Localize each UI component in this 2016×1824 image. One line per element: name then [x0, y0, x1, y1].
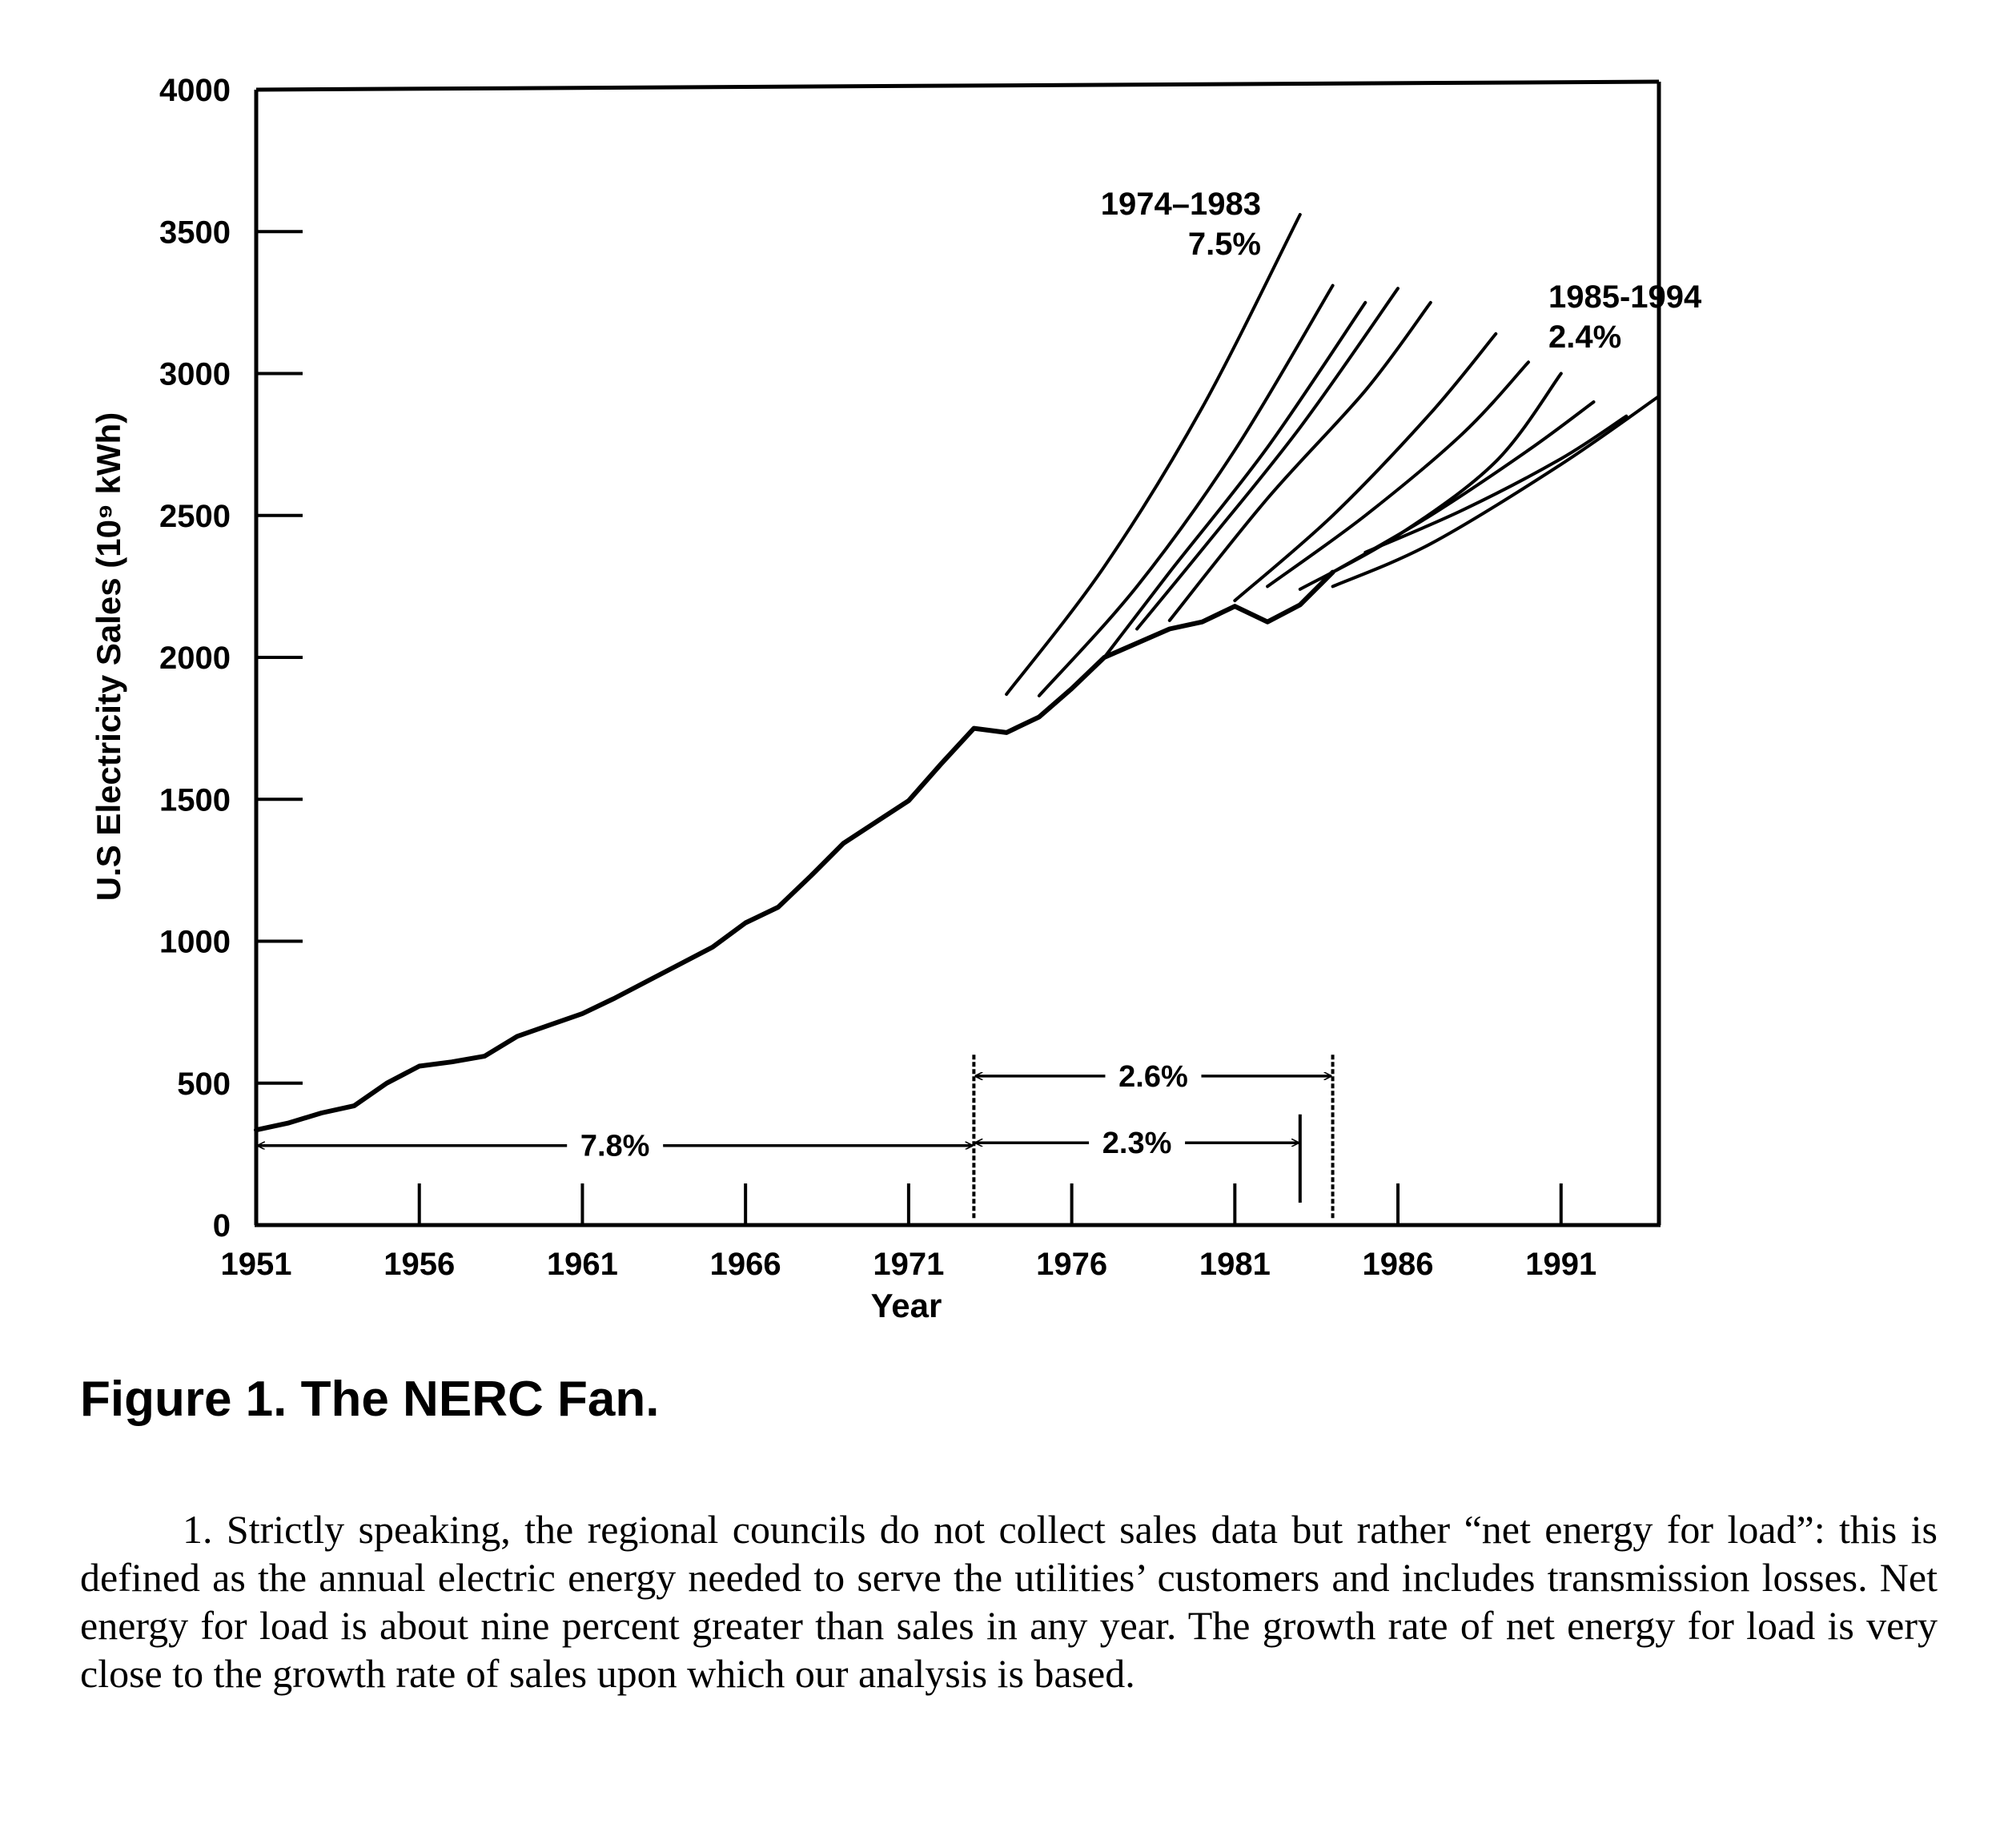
actual-series	[254, 569, 1335, 1133]
y-axis-title: U.S Electricity Sales (10⁹ kWh)	[90, 412, 127, 902]
x-tick-label: 1991	[1525, 1247, 1596, 1282]
forecast-line-3	[1102, 300, 1367, 659]
y-tick-label: 3000	[159, 357, 231, 392]
x-tick-label: 1956	[384, 1247, 455, 1282]
annotation-high-rate: 7.5%	[1188, 227, 1261, 262]
y-tick-label: 2000	[159, 641, 231, 676]
y-tick-label: 3500	[159, 215, 231, 250]
actual-sales-line	[254, 569, 1335, 1133]
x-axis-title: Year	[871, 1287, 942, 1324]
forecast-line-1	[1005, 213, 1302, 697]
rate-label: 2.3%	[1102, 1127, 1172, 1160]
rate-label: 2.6%	[1118, 1060, 1188, 1094]
forecast-lines	[1005, 213, 1661, 697]
x-tick-label: 1961	[547, 1247, 618, 1282]
annotation-low-years: 1985-1994	[1548, 279, 1702, 315]
figure-caption: Figure 1. The NERC Fan.	[80, 1372, 660, 1427]
forecast-line-6	[1233, 331, 1498, 603]
y-tick-label: 4000	[159, 73, 231, 108]
y-tick-label: 1500	[159, 782, 231, 818]
annotation-low-rate: 2.4%	[1548, 319, 1621, 355]
forecast-line-11	[1331, 394, 1661, 589]
forecast-line-2	[1037, 283, 1335, 697]
x-tick-label: 1976	[1036, 1247, 1107, 1282]
footnote: 1. Strictly speaking, the regional counc…	[80, 1507, 1938, 1696]
forecast-line-9	[1331, 400, 1596, 574]
forecast-line-4	[1135, 287, 1400, 631]
plot-frame-top	[255, 79, 1660, 92]
x-tick-label: 1981	[1199, 1247, 1271, 1282]
annotation-high-years: 1974–1983	[1101, 187, 1261, 222]
x-tick-label: 1971	[873, 1247, 944, 1282]
y-axis-ticks: 0 500 1000 1500 2000 2500 3000 3500 4000	[159, 73, 303, 1243]
y-tick-label: 500	[177, 1067, 231, 1102]
rate-label: 7.8%	[580, 1130, 650, 1163]
y-tick-label: 1000	[159, 925, 231, 960]
x-tick-label: 1966	[710, 1247, 781, 1282]
y-tick-label: 2500	[159, 499, 231, 534]
y-tick-label: 0	[213, 1208, 231, 1243]
forecast-line-10	[1363, 414, 1628, 554]
x-axis-ticks: 1951 1956 1961 1966 1971 1976 1981 1986 1991	[221, 1183, 1596, 1282]
forecast-line-7	[1266, 360, 1530, 589]
forecast-line-5	[1167, 300, 1432, 622]
x-tick-label: 1986	[1363, 1247, 1434, 1282]
growth-rate-arrows: 7.8% 2.6% 2.3%	[258, 1055, 1335, 1219]
x-tick-label: 1951	[221, 1247, 292, 1282]
